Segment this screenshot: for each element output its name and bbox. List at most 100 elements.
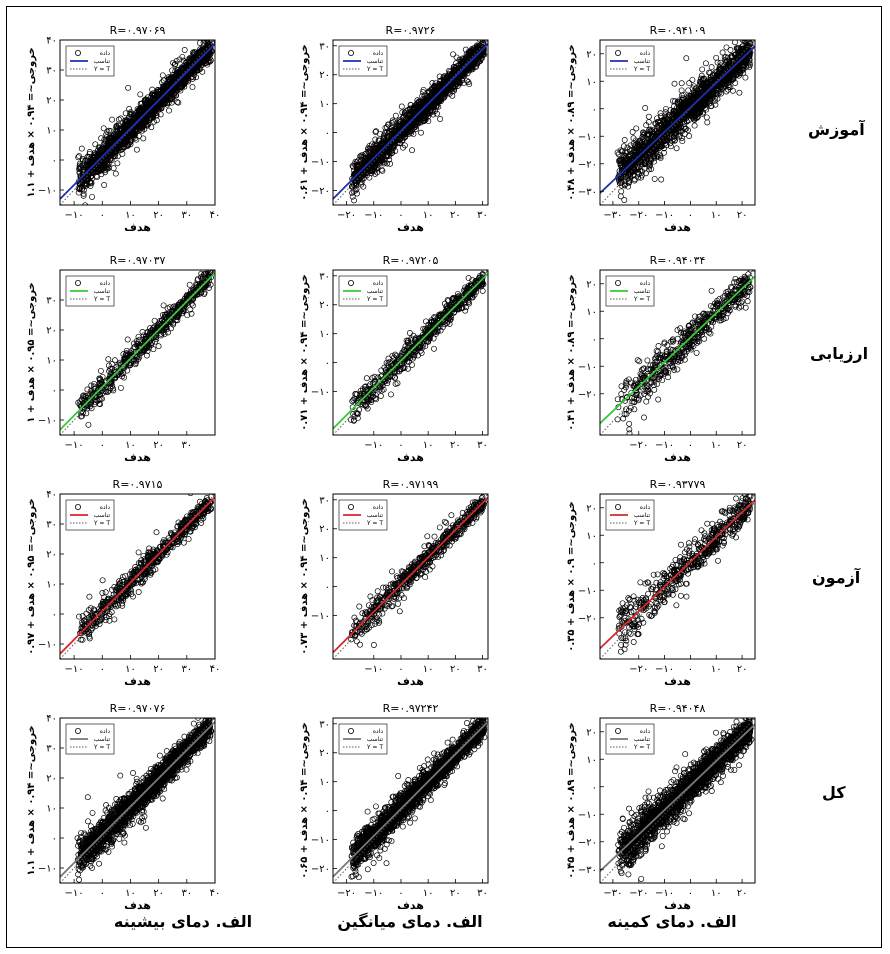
data-point xyxy=(360,175,367,182)
data-point xyxy=(76,186,83,193)
data-point xyxy=(160,77,167,84)
data-point xyxy=(646,136,653,143)
data-point xyxy=(476,40,483,43)
data-point xyxy=(621,197,628,203)
panel-title: R=۰.۹۴۱۰۹ xyxy=(650,24,706,37)
x-axis-label: هدف xyxy=(397,221,424,234)
y-tick-label: ۰ xyxy=(52,156,57,167)
data-point xyxy=(389,149,396,156)
data-point xyxy=(673,145,680,152)
data-point xyxy=(365,145,372,152)
data-point xyxy=(113,124,120,131)
data-point xyxy=(620,143,627,150)
data-point xyxy=(672,137,678,144)
data-point xyxy=(723,44,730,51)
data-point xyxy=(742,74,749,81)
data-point xyxy=(79,185,86,192)
data-point xyxy=(415,109,422,116)
data-point xyxy=(82,202,89,205)
data-point xyxy=(714,91,721,98)
data-point xyxy=(435,103,442,110)
data-point xyxy=(670,97,676,104)
data-point xyxy=(172,60,179,67)
data-point xyxy=(418,129,424,136)
data-point xyxy=(642,170,649,177)
data-point xyxy=(667,143,674,150)
x-tick-label: ۱۰ xyxy=(423,210,434,221)
data-point xyxy=(432,94,439,101)
data-point xyxy=(206,57,213,64)
data-point xyxy=(166,107,172,114)
data-point xyxy=(130,129,137,136)
data-point xyxy=(181,83,188,90)
x-tick-label: ۱۰ xyxy=(125,210,136,221)
legend-identity-label: Y = T xyxy=(93,66,111,73)
data-point xyxy=(434,99,441,106)
y-tick-label: ۲۰ xyxy=(319,70,330,81)
data-point xyxy=(358,152,365,159)
data-point xyxy=(103,155,110,162)
data-point xyxy=(416,98,423,105)
fit-line xyxy=(333,43,488,200)
data-point xyxy=(450,51,457,58)
data-point xyxy=(457,58,464,65)
data-point xyxy=(732,40,738,46)
x-tick-label: ۳۰ xyxy=(477,210,488,221)
data-point xyxy=(181,47,188,53)
data-point xyxy=(374,164,381,171)
data-point xyxy=(98,145,105,152)
data-point xyxy=(76,162,83,169)
data-point xyxy=(644,132,651,139)
plot-frame xyxy=(332,39,489,206)
y-axis-label: خروجی~= ۰.۹۴ × هدف + ۱.۱ xyxy=(26,47,37,197)
data-point xyxy=(125,84,132,91)
data-point xyxy=(382,129,389,136)
data-point xyxy=(725,83,732,90)
x-tick-label: −۲۰ xyxy=(337,210,356,221)
panel-title: R=۰.۹۷۰۶۹ xyxy=(110,24,166,37)
y-tick-label: −۱۰ xyxy=(38,186,57,197)
data-point xyxy=(398,103,405,110)
y-axis-label: خروجی~= ۰.۹۴ × هدف + ۰.۶۱ xyxy=(299,44,310,200)
y-tick-label: ۴۰ xyxy=(46,36,57,47)
x-tick-label: ۰ xyxy=(100,210,105,221)
data-point xyxy=(639,135,646,142)
data-point xyxy=(164,99,171,106)
data-point xyxy=(378,158,385,165)
data-point xyxy=(109,152,115,159)
fit-line xyxy=(60,43,215,200)
data-point xyxy=(137,114,144,121)
data-point xyxy=(358,167,365,173)
scatter-panel: R=۰.۹۴۱۰۹−۳۰ −۲۰ −۱۰ ۰ ۱۰ ۲۰−۳۰−۲۰−۱۰۰۱۰۲۰هدف… xyxy=(566,24,756,234)
data-point xyxy=(706,69,713,76)
data-point xyxy=(400,135,407,142)
data-point xyxy=(203,40,209,42)
x-tick-label: −۱۰ xyxy=(65,210,84,221)
data-point xyxy=(354,161,361,168)
data-point xyxy=(199,59,206,66)
data-point xyxy=(84,173,91,180)
data-point xyxy=(206,33,211,38)
legend-data-label: داده xyxy=(373,50,383,57)
data-point xyxy=(150,92,157,98)
data-point xyxy=(170,82,177,89)
data-point xyxy=(105,135,112,142)
data-point xyxy=(101,182,108,188)
data-point xyxy=(104,152,111,159)
data-point xyxy=(153,110,160,117)
x-tick-label: ۲۰ xyxy=(153,210,164,221)
data-point xyxy=(444,81,451,88)
data-point xyxy=(98,135,105,142)
data-point xyxy=(377,146,384,153)
data-point xyxy=(370,159,377,166)
data-point xyxy=(127,136,134,143)
data-point xyxy=(122,121,129,128)
data-point xyxy=(189,84,196,91)
data-point xyxy=(351,167,357,174)
data-point xyxy=(647,156,654,163)
data-point xyxy=(88,158,95,165)
data-point xyxy=(87,179,94,186)
data-point xyxy=(651,175,658,182)
data-point xyxy=(719,49,726,56)
